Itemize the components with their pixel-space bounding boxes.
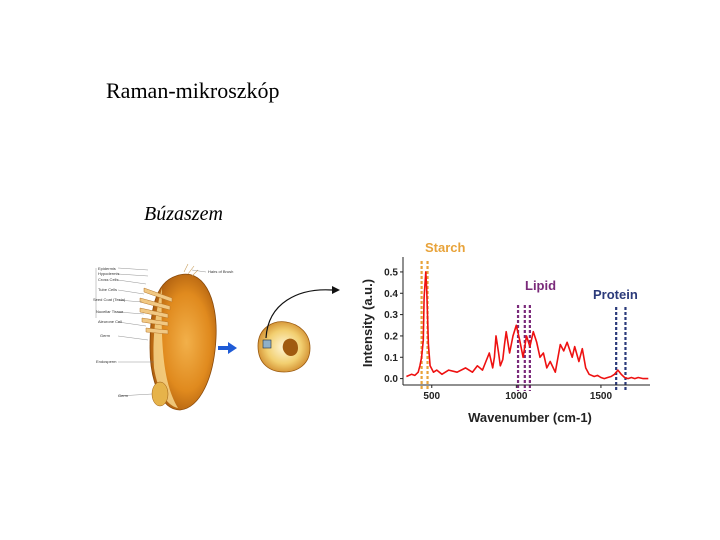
band-label: Protein <box>593 287 638 302</box>
diagram-label: Germ <box>100 333 111 338</box>
x-tick-label: 500 <box>423 391 440 402</box>
slide-subtitle: Búzaszem <box>144 203 223 225</box>
diagram-label: Hairs of Brush <box>208 269 233 274</box>
x-axis-label: Wavenumber (cm-1) <box>468 410 592 425</box>
y-tick-label: 0.0 <box>384 374 398 385</box>
wheat-grain-diagram: Epidermis Hypodermis Cross Cells Tube Ce… <box>93 263 340 411</box>
diagram-label: Seed Coat (Testa) <box>93 297 126 302</box>
bran-layers-icon <box>139 287 173 335</box>
y-tick-label: 0.3 <box>384 310 398 321</box>
series-line-0 <box>406 271 649 380</box>
x-tick-label: 1000 <box>505 391 528 402</box>
y-tick-label: 0.1 <box>384 353 398 364</box>
band-lipid: Lipid <box>516 278 556 391</box>
diagram-label: Hypodermis <box>98 271 119 276</box>
y-tick-label: 0.4 <box>384 289 398 300</box>
diagram-labels-left: Epidermis Hypodermis Cross Cells Tube Ce… <box>93 266 129 398</box>
band-protein: Protein <box>593 287 638 391</box>
slide-title: Raman-mikroszkóp <box>106 78 280 103</box>
y-tick-label: 0.2 <box>384 331 398 342</box>
y-tick-label: 0.5 <box>384 267 398 278</box>
diagram-label: Epidermis <box>98 266 116 271</box>
diagram-label: Nucellar Tissue <box>96 309 124 314</box>
band-label: Lipid <box>525 278 556 293</box>
diagram-label: Endosperm <box>96 359 117 364</box>
raman-spectrum-chart: Starch Lipid Protein 0.0 0.1 0.2 0.3 0.4 0.5 500… <box>360 240 650 425</box>
diagram-label: Tube Cells <box>98 287 117 292</box>
curved-arrow-icon <box>265 289 333 339</box>
germ-icon <box>151 381 169 407</box>
band-label: Starch <box>425 240 466 255</box>
x-tick-label: 1500 <box>590 391 613 402</box>
cross-section-icon <box>257 321 311 373</box>
diagram-label: Germ <box>118 393 129 398</box>
diagram-label: Cross Cells <box>98 277 118 282</box>
arrow-right-icon <box>218 342 237 354</box>
diagram-label: Aleurone Cell <box>98 319 122 324</box>
y-axis-label: Intensity (a.u.) <box>360 279 375 367</box>
